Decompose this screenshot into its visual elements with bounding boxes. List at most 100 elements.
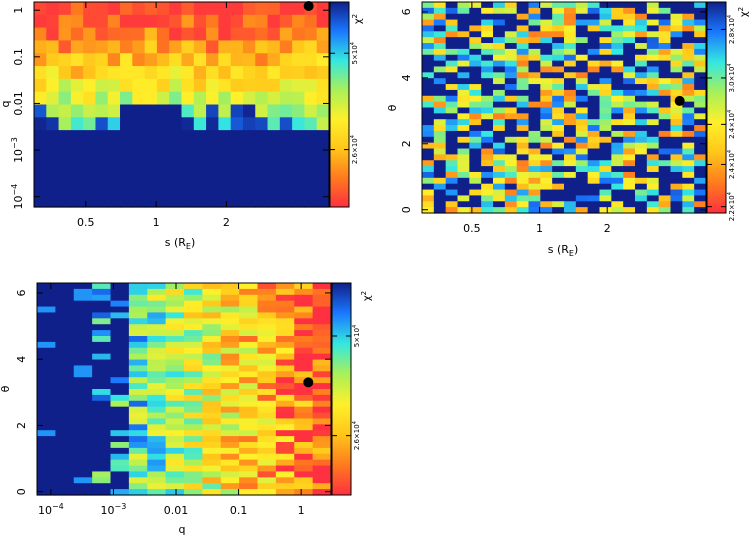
heatmap-cell [540, 107, 553, 114]
heatmap-cell [257, 347, 277, 355]
heatmap-cell [658, 113, 672, 120]
heatmap-cell [504, 48, 518, 56]
heatmap-cell [504, 78, 518, 85]
heatmap-cell [552, 78, 565, 85]
heatmap-cell [184, 436, 203, 443]
heatmap-cell [516, 31, 530, 38]
heatmap-cell [110, 324, 130, 331]
heatmap-cell [73, 389, 93, 396]
heatmap-cell [242, 53, 256, 67]
heatmap-cell [144, 142, 158, 157]
heatmap-cell [575, 37, 589, 44]
heatmap-cells-s-theta [422, 2, 707, 214]
heatmap-cell [599, 43, 612, 50]
heatmap-cell [599, 72, 612, 79]
heatmap-cell [493, 130, 506, 138]
heatmap-cell [147, 306, 167, 314]
heatmap-cell [239, 377, 259, 384]
heatmap-cell [255, 117, 269, 131]
heatmap-cell [181, 66, 195, 80]
heatmap-cell [682, 7, 695, 15]
heatmap-cell [193, 117, 207, 131]
heatmap-cell [316, 130, 330, 144]
heatmap-cell [694, 136, 707, 144]
heatmap-cell [504, 142, 518, 150]
heatmap-cell [55, 430, 75, 437]
x-tick-label: 0.1 [230, 504, 248, 517]
heatmap-cell [83, 194, 97, 208]
heatmap-cell [493, 142, 506, 150]
heatmap-cell [481, 84, 494, 91]
heatmap-cell [107, 27, 121, 42]
heatmap-cell [611, 166, 624, 173]
heatmap-cell [144, 155, 158, 170]
heatmap-cell [147, 465, 167, 473]
heatmap-cell [239, 459, 259, 467]
heatmap-cell [540, 171, 553, 179]
heatmap-cell [230, 181, 244, 195]
heatmap-cell [257, 447, 277, 455]
heatmap-cell [682, 95, 695, 103]
heatmap-cell [92, 400, 112, 408]
heatmap-cell [422, 37, 435, 44]
heatmap-cell [445, 142, 459, 150]
heatmap-cell [294, 383, 314, 390]
heatmap-cell [73, 383, 93, 390]
heatmap-cell [312, 483, 332, 490]
heatmap-cell [255, 27, 269, 42]
heatmap-cell [433, 195, 447, 202]
heatmap-cell [422, 43, 435, 50]
heatmap-cell [694, 113, 707, 120]
heatmap-cell [279, 53, 293, 67]
heatmap-cell [220, 377, 240, 384]
heatmap-cell [156, 168, 170, 182]
heatmap-cell [564, 72, 577, 79]
heatmap-cell [202, 483, 222, 490]
heatmap-cell [552, 95, 565, 103]
heatmap-cell [433, 142, 447, 150]
heatmap-cell [220, 294, 240, 302]
heatmap-cell [181, 142, 195, 157]
heatmap-cell [564, 66, 577, 73]
heatmap-cell [658, 119, 672, 126]
heatmap-cell [255, 78, 269, 93]
heatmap-cell [206, 53, 219, 67]
heatmap-cell [457, 54, 470, 62]
heatmap-cell [646, 189, 660, 197]
heatmap-cell [156, 66, 170, 80]
heatmap-cell [457, 207, 470, 214]
heatmap-cell [275, 288, 295, 296]
heatmap-cells-s-q [34, 2, 330, 208]
heatmap-cell [73, 336, 93, 343]
heatmap-cell [206, 2, 219, 16]
heatmap-cell [294, 353, 314, 361]
heatmap-cell [504, 95, 518, 103]
heatmap-cell [575, 66, 589, 73]
heatmap-cell [433, 119, 447, 126]
heatmap-cell [658, 84, 672, 91]
heatmap-cell [587, 2, 601, 9]
heatmap-cell [58, 117, 72, 131]
heatmap-cell [646, 171, 660, 179]
heatmap-cell [279, 66, 293, 80]
heatmap-cell [202, 412, 222, 420]
heatmap-cell [220, 418, 240, 425]
heatmap-cell [433, 177, 447, 185]
heatmap-cell [469, 148, 482, 155]
heatmap-cell [107, 168, 121, 182]
heatmap-cell [165, 418, 185, 425]
heatmap-cell [433, 43, 447, 50]
heatmap-cell [587, 160, 601, 167]
heatmap-cell [670, 60, 683, 68]
heatmap-cell [528, 189, 541, 197]
heatmap-cell [55, 406, 75, 414]
heatmap-cell [267, 104, 281, 118]
heatmap-cell [242, 66, 256, 80]
heatmap-cell [128, 465, 148, 473]
heatmap-cell [504, 195, 518, 202]
heatmap-cell [599, 48, 612, 56]
heatmap-cell [279, 40, 293, 54]
heatmap-cell [481, 19, 494, 27]
